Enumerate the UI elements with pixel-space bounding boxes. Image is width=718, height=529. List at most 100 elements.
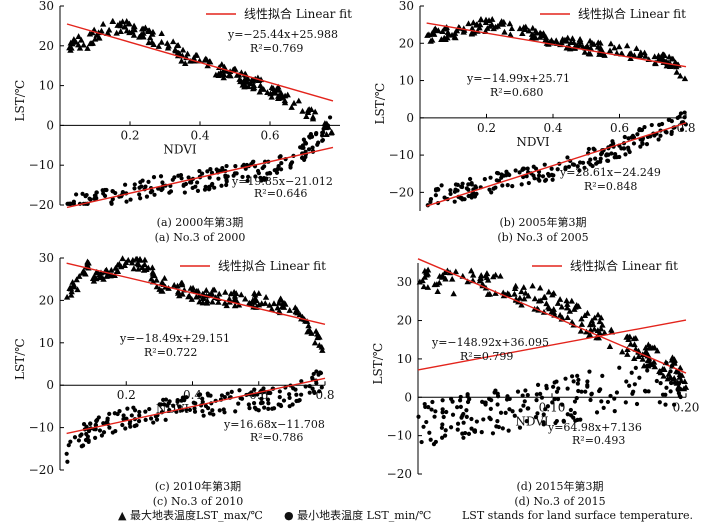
lst-min-point <box>245 174 251 179</box>
lst-min-point <box>253 174 258 179</box>
lst-min-point <box>483 402 488 407</box>
lst-min-point <box>534 398 539 403</box>
lst-min-point <box>208 393 213 398</box>
lst-min-point <box>578 417 583 422</box>
lst-min-point <box>479 430 484 435</box>
y-tick-label: 20 <box>397 314 412 328</box>
lst-min-point <box>203 403 209 409</box>
lst-min-point <box>143 184 148 189</box>
lst-max-point <box>276 296 284 303</box>
lst-min-point <box>634 401 640 407</box>
lst-min-point <box>473 185 479 190</box>
lst-max-point <box>682 384 690 390</box>
lst-min-point <box>68 439 73 444</box>
lst-max-point <box>550 306 557 312</box>
lst-min-point <box>460 413 465 418</box>
lst-max-point <box>286 307 293 313</box>
lst-min-point <box>76 438 82 443</box>
lst-max-point <box>586 37 594 44</box>
lst-max-point <box>576 36 584 42</box>
lst-min-point <box>195 188 201 193</box>
lst-min-point <box>461 435 466 440</box>
lst-min-point <box>421 424 426 429</box>
lst-max-point <box>506 20 514 27</box>
lst-max-point <box>319 347 326 353</box>
lst-min-point <box>207 411 213 416</box>
lst-max-point <box>237 78 244 85</box>
lst-min-point <box>259 178 264 183</box>
lst-min-point <box>128 424 133 429</box>
lst-min-point <box>638 144 643 149</box>
lst-min-point <box>281 398 287 403</box>
lst-min-point <box>637 375 642 380</box>
y-tick-label: 10 <box>39 79 54 93</box>
lst-max-point <box>465 20 472 27</box>
lst-min-point <box>599 152 604 157</box>
lst-min-point <box>677 114 682 119</box>
lst-max-point <box>238 291 245 298</box>
lst-max-point <box>140 266 148 273</box>
lst-max-point <box>597 325 605 332</box>
lst-min-point <box>568 407 573 413</box>
lst-min-point <box>643 389 648 394</box>
lst-min-point <box>553 420 558 426</box>
lst-max-point <box>137 32 144 39</box>
lst-min-point <box>105 416 110 421</box>
lst-min-point <box>574 395 579 401</box>
lst-min-point <box>601 405 606 410</box>
lst-min-point <box>92 196 97 201</box>
lst-min-point <box>575 373 580 378</box>
lst-min-point <box>222 395 227 400</box>
lst-min-point <box>452 189 457 194</box>
y-axis-label: LST/℃ <box>373 83 387 125</box>
fit-line-min <box>66 146 334 209</box>
lst-max-point <box>578 321 586 327</box>
lst-max-point <box>668 55 676 62</box>
x-tick-label: 0.2 <box>120 128 139 142</box>
caption-cn-d: (d) 2015年第3期 <box>516 479 603 493</box>
lst-max-point <box>568 297 575 304</box>
lst-max-point <box>149 268 156 275</box>
lst-min-point <box>455 421 461 426</box>
lst-min-point <box>268 390 273 396</box>
lst-min-point <box>184 407 189 413</box>
lst-min-point <box>561 418 566 423</box>
lst-max-point <box>161 274 168 281</box>
lst-max-point <box>95 34 102 41</box>
lst-min-point <box>505 394 510 399</box>
y-tick-label: 20 <box>39 39 54 53</box>
lst-min-point <box>184 395 189 400</box>
lst-max-point <box>99 20 107 27</box>
lst-min-point <box>199 171 205 176</box>
lst-max-point <box>149 28 157 35</box>
lst-max-point <box>306 326 313 333</box>
lst-max-point <box>164 44 172 51</box>
lst-min-point <box>240 174 245 180</box>
lst-min-point <box>217 408 222 413</box>
lst-min-point <box>642 124 647 130</box>
lst-min-point <box>524 419 529 424</box>
lst-max-point <box>73 276 80 283</box>
lst-max-point <box>424 270 431 277</box>
lst-min-point <box>224 163 229 169</box>
y-tick-label: −10 <box>387 429 412 443</box>
lst-max-point <box>639 355 646 362</box>
lst-max-point <box>501 28 508 35</box>
lst-max-point <box>606 343 614 349</box>
lst-max-point <box>116 20 124 26</box>
lst-min-point <box>428 437 433 442</box>
lst-min-point <box>545 404 551 409</box>
lst-min-point <box>144 194 150 199</box>
lst-min-point <box>657 122 662 127</box>
lst-max-point <box>327 129 335 136</box>
lst-min-point <box>460 184 465 190</box>
lst-min-point <box>623 152 628 157</box>
lst-min-point <box>455 405 460 410</box>
lst-min-point <box>317 389 322 394</box>
lst-min-point <box>134 423 139 428</box>
lst-max-point <box>631 355 638 361</box>
lst-max-point <box>140 29 147 36</box>
lst-max-point <box>436 279 443 286</box>
lst-min-point <box>591 146 596 151</box>
lst-max-point <box>586 321 594 328</box>
